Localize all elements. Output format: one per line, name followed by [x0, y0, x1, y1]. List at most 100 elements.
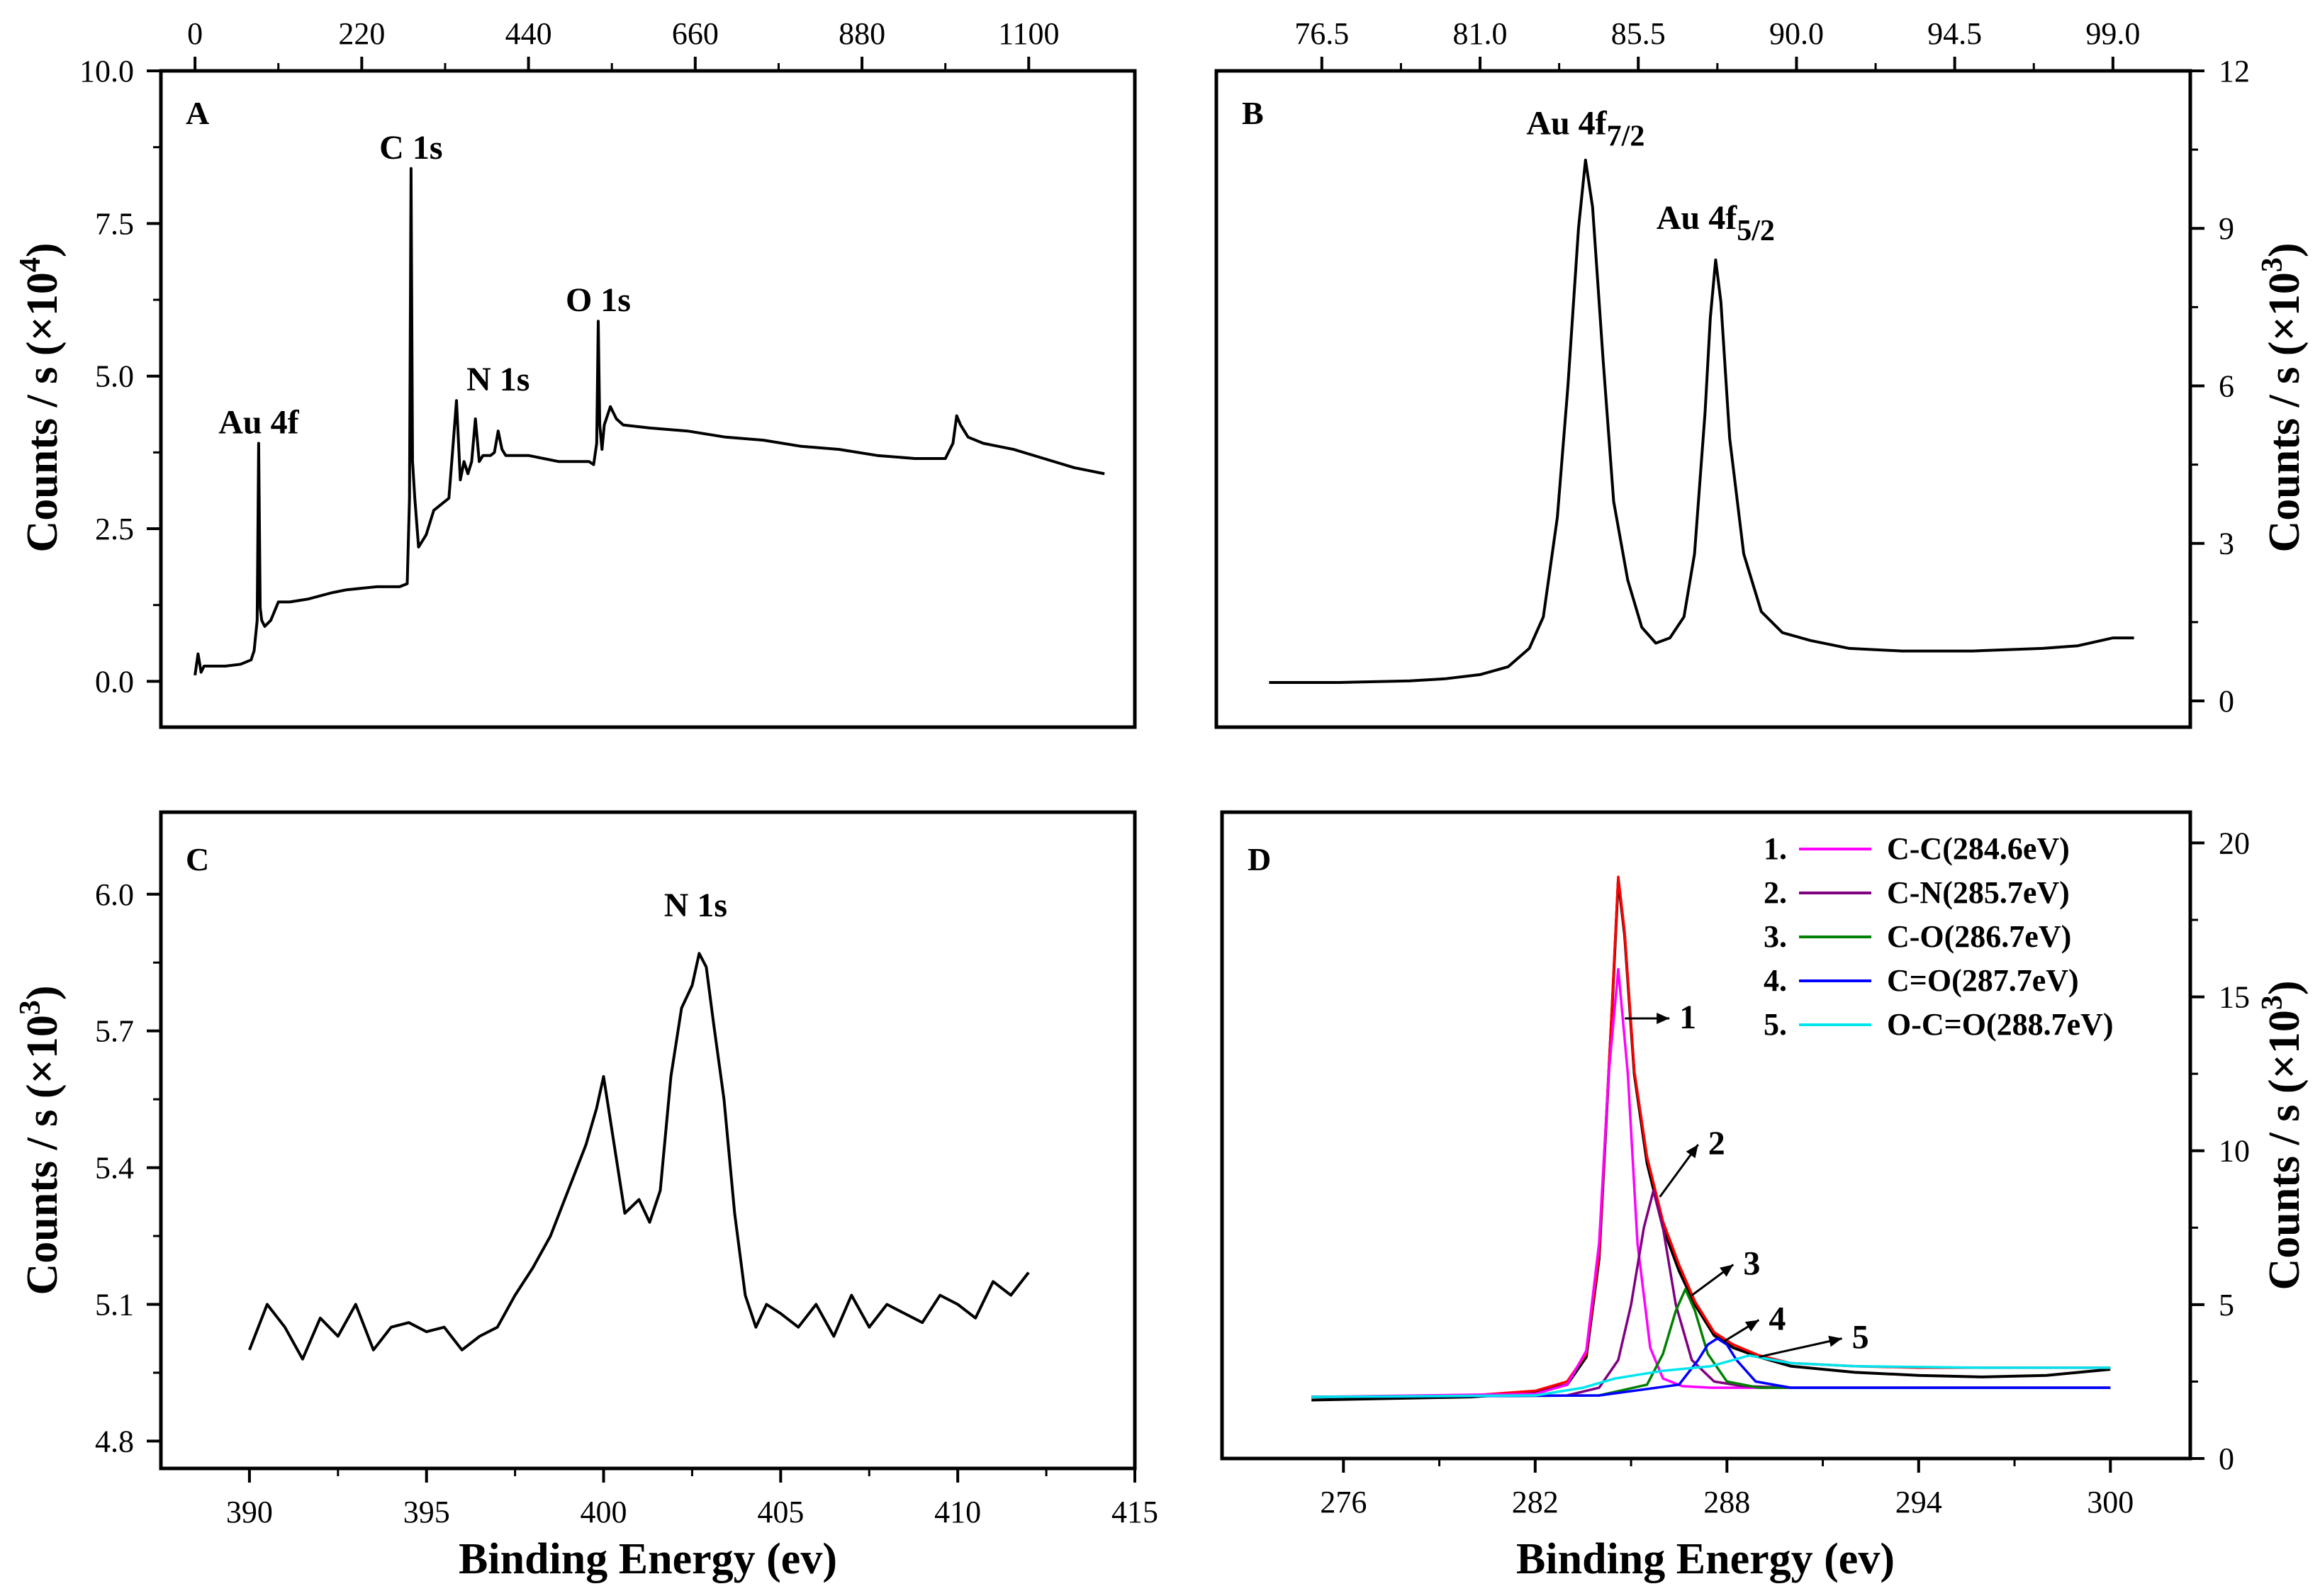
- panel-b-peak-annotation: Au 4f5/2: [1657, 199, 1775, 247]
- panel-d-y-tick-label: 5: [2219, 1288, 2234, 1322]
- panel-b-y-axis-label: Counts / s (×103): [2256, 243, 2309, 553]
- panel-b-y-tick-label: 12: [2219, 54, 2250, 89]
- panel-c-label: C: [186, 841, 209, 877]
- panel-a-label: A: [186, 95, 209, 131]
- panel-a-annotations: Au 4f C 1s N 1s O 1s: [218, 129, 631, 442]
- panel-b-x-tick-label: 99.0: [2085, 16, 2140, 51]
- panel-c-x-tick-label: 405: [757, 1495, 804, 1529]
- panel-b-x-tick-label: 85.5: [1611, 16, 1666, 51]
- panel-c-x-tick-label: 410: [934, 1495, 981, 1529]
- panel-a-x-tick-label: 660: [672, 16, 719, 51]
- panel-b-series: [1269, 158, 2134, 684]
- panel-d-x-tick-label: 300: [2087, 1485, 2134, 1519]
- panel-a-frame: [159, 69, 1137, 729]
- panel-d-label: D: [1248, 841, 1271, 877]
- panel-d-peak-arrowhead: [1828, 1335, 1842, 1347]
- panel-d-legend-number: 3.: [1764, 919, 1787, 954]
- panel-a-peak-annotation: Au 4f: [218, 403, 299, 441]
- panel-b-y-tick-label: 6: [2219, 369, 2234, 403]
- panel-b-peak-annotation: Au 4f7/2: [1526, 105, 1644, 153]
- panel-d-peak-number: 2: [1708, 1125, 1725, 1162]
- panel-d-legend-label: C=O(287.7eV): [1887, 963, 2079, 998]
- panel-a-y-axis-label: Counts / s (×104): [14, 243, 67, 553]
- panel-d-peak-number: 1: [1679, 999, 1696, 1036]
- panel-b-x-tick-label: 81.0: [1453, 16, 1508, 51]
- panel-c-y-tick-label: 5.4: [95, 1151, 134, 1186]
- panel-b-x-tick-label: 94.5: [1927, 16, 1982, 51]
- panel-d-y-tick-label: 20: [2219, 826, 2250, 860]
- panel-c-n1s-spectrum: C 390 395 400 405 410 415 4.8 5.1 5.4 5.7 6.0 N 1s…: [14, 810, 1158, 1583]
- panel-b-y-tick-label: 0: [2219, 684, 2234, 719]
- panel-c-y-tick-label: 5.1: [95, 1288, 134, 1322]
- panel-c-x-tick-label: 400: [581, 1495, 627, 1529]
- panel-b-au4f-spectrum: B 76.5 81.0 85.5 90.0 94.5 99.0 0 3 6 9 12 Au 4f7/…: [1214, 16, 2309, 729]
- panel-b-y-tick-label: 9: [2219, 211, 2234, 246]
- panel-d-y-tick-label: 10: [2219, 1134, 2250, 1169]
- panel-d-legend-number: 2.: [1764, 875, 1787, 910]
- panel-d-frame: [1220, 810, 2192, 1461]
- panel-d-y-tick-label: 0: [2219, 1442, 2234, 1476]
- panel-d-series: [1311, 875, 2111, 1402]
- panel-c-x-tick-label: 390: [226, 1495, 273, 1529]
- panel-d-legend-label: C-C(284.6eV): [1887, 831, 2070, 866]
- panel-d-peak-number: 3: [1743, 1244, 1760, 1282]
- panel-d-annotations: 1 2 34 5: [1625, 999, 1869, 1359]
- panel-d-peak-number: 5: [1852, 1319, 1869, 1356]
- panel-d-y-tick-label: 15: [2219, 980, 2250, 1015]
- panel-d-x-tick-label: 276: [1320, 1485, 1367, 1519]
- panel-a-peak-annotation: N 1s: [466, 361, 529, 398]
- panel-d-x-tick-label: 282: [1512, 1485, 1559, 1519]
- panel-d-legend: 1. C-C(284.6eV) 2. C-N(285.7eV) 3. C-O(286.7e…: [1764, 831, 2114, 1042]
- panel-a-y-tick-label: 5.0: [95, 359, 134, 394]
- panel-d-peak-arrowhead: [1744, 1320, 1759, 1332]
- panel-a-series: [194, 167, 1105, 676]
- panel-c-y-tick-label: 5.7: [95, 1014, 134, 1049]
- panel-a-x-tick-label: 0: [187, 16, 203, 51]
- panel-a-survey-spectrum: A 0 220 440 660 880 1100 0.0 2.5 5.0 7.5 10.0 Au 4…: [14, 16, 1137, 729]
- panel-a-y-tick-label: 2.5: [95, 512, 134, 546]
- panel-a-x-tick-label: 220: [338, 16, 385, 51]
- panel-a-y-tick-label: 7.5: [95, 206, 134, 241]
- panel-d-x-tick-label: 288: [1703, 1485, 1750, 1519]
- panel-c-ticks: 390 395 400 405 410 415 4.8 5.1 5.4 5.7 6.0: [95, 877, 1158, 1529]
- panel-a-ticks: 0 220 440 660 880 1100 0.0 2.5 5.0 7.5 10.0: [79, 16, 1059, 699]
- panel-c-x-tick-label: 415: [1111, 1495, 1158, 1529]
- panel-b-y-tick-label: 3: [2219, 527, 2234, 561]
- panel-a-y-tick-label: 0.0: [95, 664, 134, 699]
- panel-b-x-tick-label: 76.5: [1294, 16, 1349, 51]
- panel-b-annotations: Au 4f7/2 Au 4f5/2: [1526, 105, 1775, 247]
- panel-d-legend-number: 4.: [1764, 963, 1787, 998]
- panel-c-annotations: N 1s: [664, 887, 727, 924]
- panel-a-peak-annotation: C 1s: [379, 129, 442, 167]
- panel-d-peak-arrow: [1759, 1337, 1842, 1359]
- panel-d-peak-arrowhead: [1720, 1264, 1734, 1277]
- panel-b-x-tick-label: 90.0: [1769, 16, 1824, 51]
- panel-d-series-c-o-286-7ev-: [1311, 1288, 2111, 1398]
- panel-d-peak-number: 4: [1769, 1300, 1786, 1338]
- panel-d-legend-label: C-O(286.7eV): [1887, 919, 2071, 954]
- panel-d-series-c-o-287-7ev-: [1311, 1337, 2111, 1398]
- panel-c-y-tick-label: 4.8: [95, 1424, 134, 1459]
- panel-c-x-tick-label: 395: [403, 1495, 450, 1529]
- panel-a-x-tick-label: 880: [839, 16, 885, 51]
- panel-b-ticks: 76.5 81.0 85.5 90.0 94.5 99.0 0 3 6 9 12: [1294, 16, 2250, 719]
- panel-d-c1s-spectrum: D 276 282 288 294 300 0 5 10 15 20 1 2 34 5 1. C-C(28…: [1220, 810, 2309, 1583]
- panel-c-series: [248, 952, 1030, 1361]
- panel-b-series-au-4f: [1269, 158, 2134, 684]
- panel-c-y-axis-label: Counts / s (×103): [14, 986, 67, 1296]
- panel-a-y-tick-label: 10.0: [79, 54, 134, 89]
- panel-a-series-survey: [194, 167, 1105, 676]
- panel-c-frame: [159, 810, 1137, 1471]
- panel-a-x-tick-label: 440: [505, 16, 552, 51]
- panel-d-legend-label: O-C=O(288.7eV): [1887, 1007, 2114, 1042]
- panel-a-x-tick-label: 1100: [998, 16, 1059, 51]
- panel-c-peak-annotation: N 1s: [664, 887, 727, 924]
- panel-d-x-axis-label: Binding Energy (ev): [1516, 1535, 1895, 1583]
- panel-b-label: B: [1242, 95, 1264, 131]
- panel-d-legend-number: 1.: [1764, 831, 1787, 866]
- panel-d-peak-arrowhead: [1657, 1012, 1670, 1024]
- panel-d-series-o-c-o-288-7ev-: [1311, 1354, 2111, 1398]
- panel-d-legend-number: 5.: [1764, 1007, 1787, 1042]
